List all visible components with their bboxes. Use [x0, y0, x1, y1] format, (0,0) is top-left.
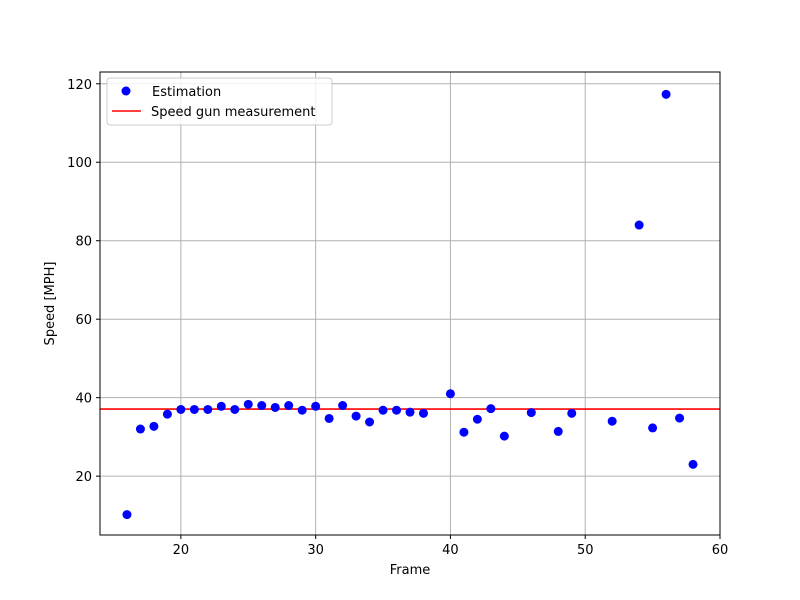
estimation-point [567, 408, 577, 418]
x-axis-label: Frame [390, 563, 431, 578]
x-axis-ticks: 20 30 40 50 60 [173, 535, 729, 558]
estimation-point [149, 421, 159, 431]
estimation-point [418, 408, 428, 418]
estimation-point [216, 401, 226, 411]
estimation-point [203, 404, 213, 414]
x-tick-label: 40 [442, 543, 459, 558]
y-tick-label: 120 [67, 78, 92, 93]
estimation-point [176, 404, 186, 414]
estimation-point [230, 404, 240, 414]
scatter-points [122, 89, 698, 520]
estimation-point [351, 411, 361, 421]
y-tick-label: 20 [75, 470, 92, 485]
estimation-point [392, 405, 402, 415]
x-tick-label: 60 [712, 543, 729, 558]
estimation-point [661, 89, 671, 99]
y-tick-label: 40 [75, 392, 92, 407]
legend-label-estimation: Estimation [152, 85, 221, 100]
estimation-point [365, 417, 375, 427]
estimation-point [553, 426, 563, 436]
estimation-point [311, 401, 321, 411]
legend-marker-estimation [121, 86, 131, 96]
plot-area-frame [99, 71, 721, 536]
estimation-point [324, 413, 334, 423]
estimation-point [257, 401, 267, 411]
estimation-point [459, 427, 469, 437]
estimation-point [378, 405, 388, 415]
estimation-point [634, 220, 644, 230]
estimation-point [297, 405, 307, 415]
estimation-point [675, 413, 685, 423]
estimation-point [162, 409, 172, 419]
estimation-point [688, 459, 698, 469]
y-tick-label: 80 [75, 235, 92, 250]
grid-lines [100, 72, 721, 535]
legend-label-speed-gun: Speed gun measurement [151, 105, 315, 120]
estimation-point [189, 404, 199, 414]
y-tick-label: 100 [67, 156, 92, 171]
y-axis-ticks: 20 40 60 80 100 120 [67, 78, 100, 485]
estimation-point [445, 389, 455, 399]
y-tick-label: 60 [75, 313, 92, 328]
estimation-point [486, 404, 496, 414]
estimation-point [270, 402, 280, 412]
legend-box [106, 77, 333, 126]
estimation-point [135, 424, 145, 434]
x-tick-label: 20 [173, 543, 190, 558]
estimation-point [405, 407, 415, 417]
estimation-point [526, 408, 536, 418]
estimation-point [648, 423, 658, 433]
estimation-point [243, 399, 253, 409]
estimation-point [284, 401, 294, 411]
estimation-point [607, 416, 617, 426]
estimation-point [472, 414, 482, 424]
y-axis-label: Speed [MPH] [43, 262, 58, 346]
estimation-point [338, 401, 348, 411]
x-tick-label: 50 [577, 543, 594, 558]
legend: Estimation Speed gun measurement [106, 77, 333, 126]
x-tick-label: 30 [307, 543, 324, 558]
estimation-point [499, 431, 509, 441]
estimation-point [122, 510, 132, 520]
